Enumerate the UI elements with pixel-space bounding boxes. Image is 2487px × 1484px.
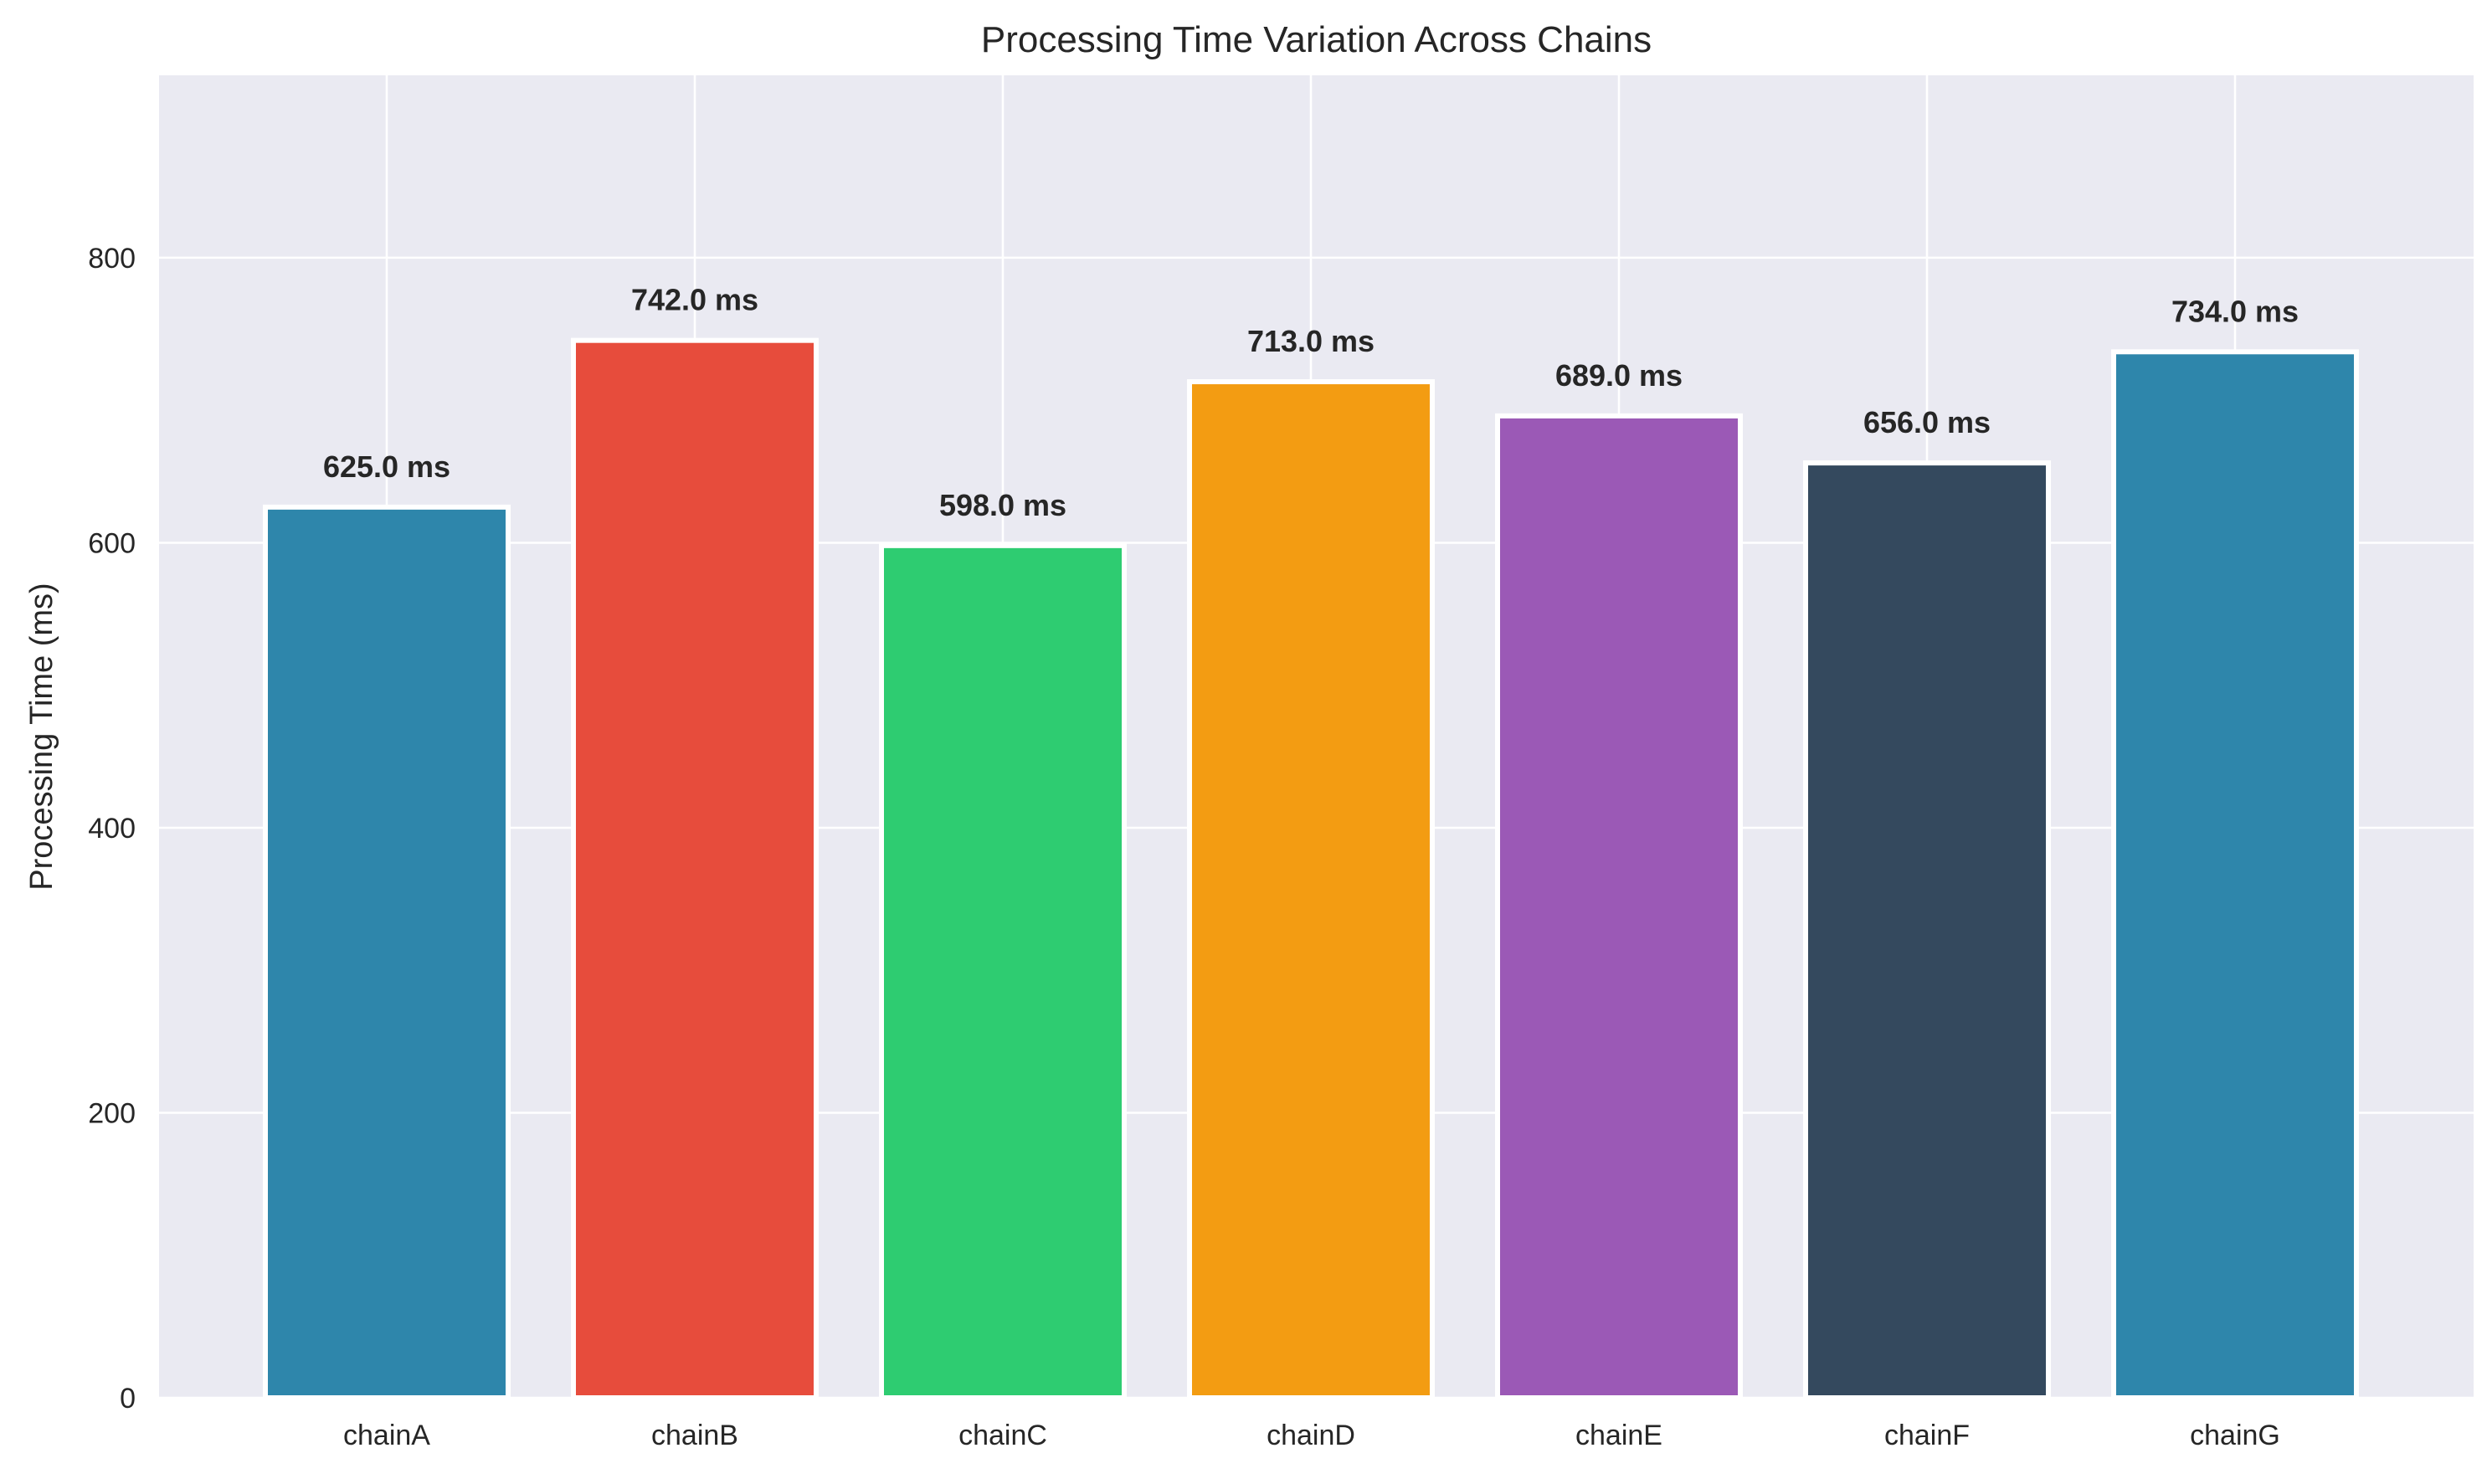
bar-value-label: 625.0 ms — [323, 449, 450, 484]
bar-chainA — [263, 504, 511, 1400]
x-tick-label: chainE — [1575, 1420, 1662, 1451]
bar-value-label: 734.0 ms — [2171, 294, 2299, 328]
bar-value-label: 713.0 ms — [1247, 324, 1375, 358]
bar-value-label: 598.0 ms — [939, 488, 1066, 522]
y-tick-label: 200 — [88, 1097, 136, 1129]
bar-chainE — [1495, 413, 1743, 1400]
bar-value-label: 689.0 ms — [1555, 358, 1683, 393]
x-tick-label: chainB — [651, 1420, 738, 1451]
x-tick-label: chainD — [1267, 1420, 1355, 1451]
x-tick-label: chainG — [2190, 1420, 2280, 1451]
bar-chainC — [879, 542, 1127, 1400]
x-axis-ticks: chainA chainB chainC chainD chainE chainF chai… — [343, 1420, 2280, 1451]
bar-value-label: 742.0 ms — [631, 283, 758, 317]
x-tick-label: chainC — [958, 1420, 1047, 1451]
bar-value-labels: 625.0 ms 742.0 ms 598.0 ms 713.0 ms 689.0 ms… — [323, 283, 2299, 522]
x-tick-label: chainF — [1884, 1420, 1970, 1451]
x-tick-label: chainA — [343, 1420, 430, 1451]
y-tick-label: 400 — [88, 813, 136, 845]
bar-chainD — [1187, 379, 1435, 1400]
y-axis-ticks: 0 200 400 600 800 — [88, 243, 136, 1415]
bars — [263, 337, 2359, 1401]
bar-chainB — [571, 337, 819, 1400]
y-tick-label: 600 — [88, 527, 136, 559]
y-tick-label: 800 — [88, 243, 136, 275]
y-tick-label: 0 — [120, 1383, 136, 1415]
bar-value-label: 656.0 ms — [1863, 405, 1991, 439]
y-axis-label: Processing Time (ms) — [24, 583, 59, 890]
chart-title: Processing Time Variation Across Chains — [981, 19, 1652, 60]
bar-chainG — [2111, 349, 2359, 1400]
bar-chainF — [1803, 460, 2051, 1401]
